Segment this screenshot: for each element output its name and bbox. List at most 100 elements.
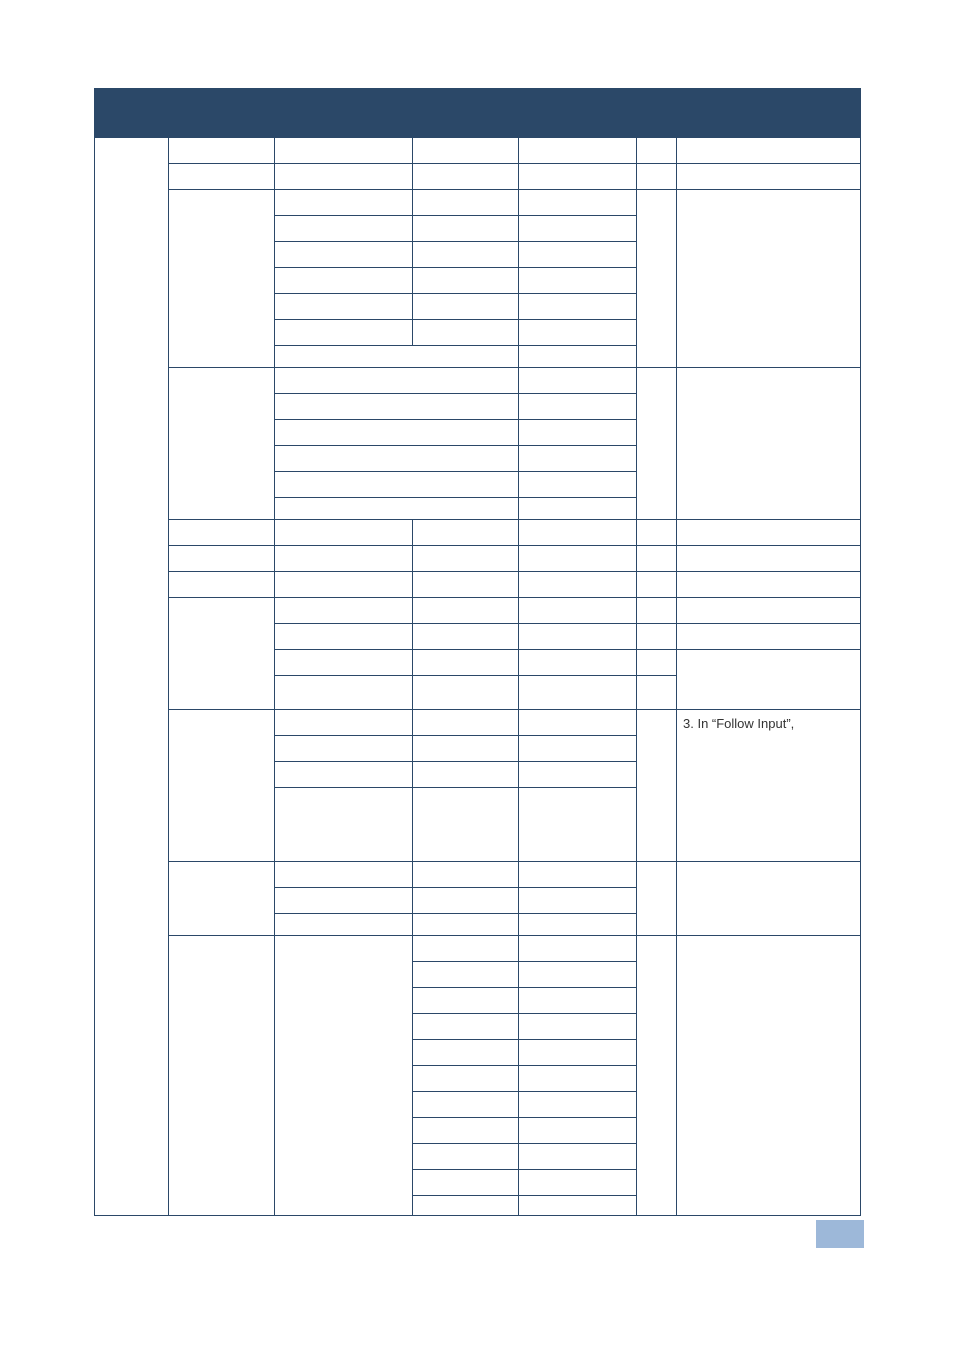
table-cell: [519, 676, 637, 710]
table-cell: [519, 1118, 637, 1144]
table-cell: [519, 1040, 637, 1066]
table-cell: [677, 138, 861, 164]
table-cell: [413, 268, 519, 294]
note-text: 3. In “Follow Input”,: [677, 710, 860, 732]
table-header-cell: [275, 89, 413, 138]
table-cell: [519, 736, 637, 762]
table-cell: [413, 520, 519, 546]
table-cell: [413, 736, 519, 762]
table-cell: [637, 164, 677, 190]
table-cell: [519, 1014, 637, 1040]
table-cell: [275, 294, 413, 320]
table-cell: [519, 598, 637, 624]
table-cell: [275, 710, 413, 736]
table-cell: [275, 914, 413, 936]
table-cell: [637, 676, 677, 710]
table-cell: [519, 1144, 637, 1170]
table-cell: [519, 294, 637, 320]
table-cell: [413, 294, 519, 320]
table-cell: [677, 862, 861, 936]
table-cell: [519, 572, 637, 598]
table-cell: [169, 598, 275, 710]
table-cell: [637, 368, 677, 520]
table-cell: 3. In “Follow Input”,: [677, 710, 861, 862]
table-cell: [519, 472, 637, 498]
table-cell: [413, 1170, 519, 1196]
table-cell: [413, 216, 519, 242]
footer-page-block: [816, 1220, 864, 1248]
table-cell: [637, 546, 677, 572]
table-cell: [413, 320, 519, 346]
table-header-cell: [637, 89, 677, 138]
table-cell: [413, 1040, 519, 1066]
table-cell: [275, 520, 413, 546]
main-table: 3. In “Follow Input”,: [94, 88, 861, 1216]
table-cell: [637, 710, 677, 862]
table-cell: [519, 888, 637, 914]
table-cell: [169, 936, 275, 1216]
table-cell: [413, 546, 519, 572]
table-cell: [169, 710, 275, 862]
table-header-cell: [95, 89, 169, 138]
page: 3. In “Follow Input”,: [0, 0, 954, 1354]
table-cell: [413, 762, 519, 788]
table-cell: [275, 216, 413, 242]
table-cell: [413, 914, 519, 936]
table-cell: [637, 520, 677, 546]
table-cell: [637, 936, 677, 1216]
table-cell: [169, 572, 275, 598]
table-cell: [413, 1196, 519, 1216]
table-cell: [413, 242, 519, 268]
table-cell: [677, 546, 861, 572]
table-cell: [413, 1066, 519, 1092]
table-cell: [519, 268, 637, 294]
table-cell: [275, 138, 413, 164]
table-cell: [413, 862, 519, 888]
table-cell: [519, 138, 637, 164]
table-cell: [275, 242, 413, 268]
table-cell: [519, 962, 637, 988]
table-cell: [169, 190, 275, 368]
table-cell: [275, 572, 413, 598]
table-cell: [637, 138, 677, 164]
table-cell: [519, 346, 637, 368]
table-cell: [413, 572, 519, 598]
table-cell: [413, 624, 519, 650]
table-cell: [519, 624, 637, 650]
table-cell: [413, 650, 519, 676]
table-cell: [413, 988, 519, 1014]
table-cell: [519, 164, 637, 190]
table-cell: [413, 164, 519, 190]
table-cell: [519, 988, 637, 1014]
table-cell: [275, 472, 519, 498]
table-cell: [519, 1066, 637, 1092]
table-cell: [519, 862, 637, 888]
table-cell: [519, 1170, 637, 1196]
table-cell: [413, 1118, 519, 1144]
table-cell: [413, 788, 519, 862]
table-cell: [275, 498, 519, 520]
table-cell: [275, 320, 413, 346]
table-cell: [275, 736, 413, 762]
table-cell: [413, 1014, 519, 1040]
table-cell: [519, 320, 637, 346]
table-cell: [275, 888, 413, 914]
table-cell: [413, 1144, 519, 1170]
table-cell: [677, 572, 861, 598]
table-cell: [519, 762, 637, 788]
table-cell: [413, 676, 519, 710]
table-cell: [519, 520, 637, 546]
table-cell: [519, 710, 637, 736]
table-cell: [637, 862, 677, 936]
table-cell: [413, 936, 519, 962]
table-cell: [275, 446, 519, 472]
table-cell: [519, 190, 637, 216]
table-cell: [519, 242, 637, 268]
table-cell: [519, 546, 637, 572]
table-cell: [677, 598, 861, 624]
table-cell: [637, 650, 677, 676]
table-header-cell: [413, 89, 519, 138]
table-cell: [275, 268, 413, 294]
table-cell: [275, 546, 413, 572]
table-cell: [519, 788, 637, 862]
